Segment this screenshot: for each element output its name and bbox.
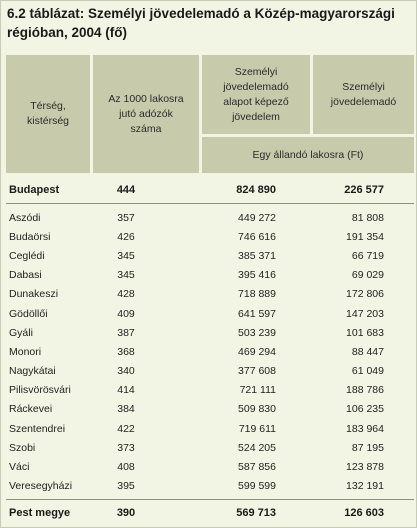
cell-tax: 126 603: [344, 507, 384, 519]
cell-name: Monori: [9, 345, 42, 358]
cell-taxpayers: 422: [117, 422, 135, 435]
cell-taxpayers: 409: [117, 307, 135, 320]
cell-income: 469 294: [238, 345, 276, 358]
table-row: Dabasi 345 395 416 69 029: [6, 266, 414, 285]
table-row: Gyáli 387 503 239 101 683: [6, 323, 414, 342]
cell-name: Aszódi: [9, 211, 41, 224]
cell-taxpayers: 426: [117, 230, 135, 243]
subregion-list: Aszódi 357 449 272 81 808 Budaörsi 426 746 616…: [6, 208, 414, 496]
cell-name: Szobi: [9, 441, 36, 454]
cell-tax: 101 683: [346, 326, 384, 339]
cell-name: Budapest: [9, 184, 60, 196]
table-row: Monori 368 469 294 88 447: [6, 342, 414, 361]
cell-name: Nagykátai: [9, 365, 56, 378]
cell-income: 721 111: [239, 384, 276, 397]
cell-tax: 69 029: [351, 269, 384, 282]
cell-income: 503 239: [238, 326, 276, 339]
cell-tax: 183 964: [346, 422, 384, 435]
cell-income: 824 890: [236, 184, 276, 196]
cell-tax: 61 049: [351, 365, 384, 378]
table-row: Nagykátai 340 377 608 61 049: [6, 362, 414, 381]
table-header: Térség, kistérség Az 1000 lakosra jutó a…: [6, 55, 414, 173]
cell-income: 719 611: [238, 422, 276, 435]
header-taxpayers-per-1000: Az 1000 lakosra jutó adózók száma: [93, 55, 199, 173]
cell-income: 524 205: [238, 441, 276, 454]
cell-name: Pest megye: [9, 507, 71, 519]
cell-tax: 87 195: [351, 441, 384, 454]
cell-name: Ráckevei: [9, 403, 53, 416]
cell-name: Dabasi: [9, 269, 42, 282]
cell-taxpayers: 414: [117, 384, 135, 397]
cell-name: Gyáli: [9, 326, 33, 339]
cell-taxpayers: 384: [117, 403, 135, 416]
table-row: Ceglédi 345 385 371 66 719: [6, 246, 414, 265]
table-title: 6.2 táblázat: Személyi jövedelemadó a Kö…: [7, 6, 395, 40]
cell-tax: 88 447: [351, 345, 384, 358]
table-row: Váci 408 587 856 123 878: [6, 457, 414, 476]
cell-tax: 147 203: [346, 307, 384, 320]
divider: [6, 499, 414, 500]
cell-income: 569 713: [236, 507, 276, 519]
cell-taxpayers: 444: [116, 184, 136, 196]
header-taxable-income: Személyi jövedelemadó alapot képező jöve…: [202, 55, 310, 134]
cell-name: Dunakeszi: [9, 288, 59, 301]
table-row: Szobi 373 524 205 87 195: [6, 438, 414, 457]
cell-tax: 226 577: [344, 184, 384, 196]
header-income-tax: Személyi jövedelemadó: [313, 55, 414, 134]
cell-income: 449 272: [238, 211, 276, 224]
cell-income: 385 371: [238, 249, 276, 262]
cell-tax: 123 878: [346, 461, 384, 474]
cell-taxpayers: 345: [117, 269, 135, 282]
table-row: Ráckevei 384 509 830 106 235: [6, 400, 414, 419]
cell-income: 509 830: [238, 403, 276, 416]
cell-tax: 172 806: [346, 288, 384, 301]
table-row: Szentendrei 422 719 611 183 964: [6, 419, 414, 438]
cell-income: 599 599: [238, 480, 276, 493]
cell-taxpayers: 345: [117, 249, 135, 262]
cell-taxpayers: 428: [117, 288, 135, 301]
cell-income: 641 597: [238, 307, 276, 320]
cell-income: 377 608: [238, 365, 276, 378]
cell-name: Gödöllői: [9, 307, 48, 320]
cell-tax: 132 191: [346, 480, 384, 493]
cell-taxpayers: 340: [117, 365, 135, 378]
cell-taxpayers: 387: [117, 326, 135, 339]
cell-tax: 106 235: [346, 403, 384, 416]
table-row: Budaörsi 426 746 616 191 354: [6, 227, 414, 246]
table-row: Veresegyházi 395 599 599 132 191: [6, 477, 414, 496]
table-row: Gödöllői 409 641 597 147 203: [6, 304, 414, 323]
cell-taxpayers: 368: [117, 345, 135, 358]
cell-taxpayers: 373: [117, 441, 135, 454]
divider: [6, 203, 414, 204]
cell-taxpayers: 357: [117, 211, 135, 224]
cell-tax: 191 354: [346, 230, 384, 243]
cell-income: 587 856: [238, 461, 276, 474]
header-per-resident: Egy állandó lakosra (Ft): [202, 137, 414, 173]
cell-income: 746 616: [238, 230, 276, 243]
cell-name: Szentendrei: [9, 422, 66, 435]
table-row: Dunakeszi 428 718 889 172 806: [6, 285, 414, 304]
table-row: Pilisvörösvári 414 721 111 188 786: [6, 381, 414, 400]
cell-name: Ceglédi: [9, 249, 45, 262]
cell-name: Pilisvörösvári: [9, 384, 71, 397]
cell-taxpayers: 408: [117, 461, 135, 474]
cell-tax: 81 808: [351, 211, 384, 224]
row-budapest: Budapest 444 824 890 226 577: [6, 179, 414, 201]
row-pest-county: Pest megye 390 569 713 126 603: [6, 502, 414, 524]
table-row: Aszódi 357 449 272 81 808: [6, 208, 414, 227]
cell-tax: 66 719: [351, 249, 384, 262]
cell-name: Veresegyházi: [9, 480, 73, 493]
cell-name: Budaörsi: [9, 230, 51, 243]
cell-taxpayers: 390: [116, 507, 136, 519]
cell-income: 718 889: [238, 288, 276, 301]
cell-income: 395 416: [238, 269, 276, 282]
cell-name: Váci: [9, 461, 30, 474]
cell-taxpayers: 395: [117, 480, 135, 493]
header-region: Térség, kistérség: [6, 55, 90, 173]
cell-tax: 188 786: [346, 384, 384, 397]
